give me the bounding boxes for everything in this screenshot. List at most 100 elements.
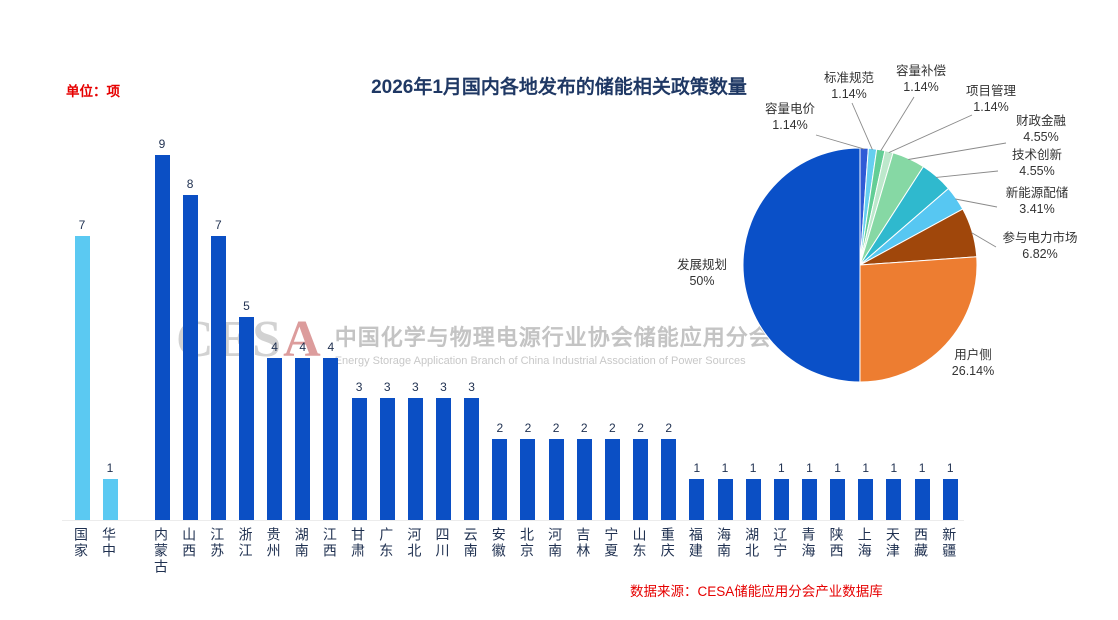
- bar: [548, 438, 564, 520]
- bar: [154, 154, 170, 520]
- bar: [886, 479, 902, 520]
- pie-svg: [742, 96, 1007, 383]
- bar: [661, 438, 677, 520]
- bar-category-label: 新疆: [941, 527, 958, 559]
- pie-label: 标准规范 1.14%: [823, 71, 874, 102]
- bar-value-label: 2: [496, 420, 504, 435]
- chart-title: 2026年1月国内各地发布的储能相关政策数量: [371, 77, 747, 98]
- bar-category-label: 河南: [547, 527, 564, 559]
- bar: [238, 317, 254, 520]
- bar-value-label: 2: [552, 420, 560, 435]
- bar: [102, 479, 118, 520]
- bar: [576, 438, 592, 520]
- bar: [210, 235, 226, 520]
- bar-category-label: 内蒙古: [153, 527, 169, 575]
- bar-category-label: 山东: [631, 527, 648, 559]
- bar-value-label: 1: [721, 461, 729, 476]
- bar: [436, 398, 451, 520]
- pie-label: 参与电力市场 6.82%: [1002, 231, 1078, 262]
- leader-line: [908, 142, 1007, 160]
- bar-category-label: 青海: [800, 527, 817, 559]
- leader-line: [888, 114, 973, 154]
- bar-value-label: 7: [78, 217, 86, 232]
- bar-category-label: 河北: [406, 527, 423, 559]
- unit-label: 单位：项: [66, 84, 120, 99]
- bar: [604, 438, 620, 520]
- bar-value-label: 1: [862, 461, 870, 476]
- pie-label: 财政金融 4.55%: [1015, 114, 1066, 145]
- bar: [858, 479, 874, 520]
- bar-category-label: 江西: [321, 527, 338, 559]
- bar-category-label: 云南: [462, 527, 479, 559]
- bar: [914, 479, 930, 520]
- bar-value-label: 1: [106, 461, 114, 476]
- bar-value-label: 1: [777, 461, 785, 476]
- bar-value-label: 1: [806, 461, 813, 476]
- bar-value-label: 2: [637, 420, 644, 435]
- bar: [520, 438, 536, 520]
- bar-category-label: 宁夏: [603, 527, 620, 559]
- bar: [633, 438, 649, 520]
- pie-label: 容量电价 1.14%: [764, 102, 815, 133]
- bar-value-label: 5: [243, 299, 250, 313]
- bar: [267, 357, 283, 520]
- bar-value-label: 1: [946, 461, 954, 476]
- bar-category-label: 西藏: [913, 527, 930, 559]
- bar-value-label: 3: [383, 380, 391, 395]
- bar: [295, 357, 311, 520]
- leader-line: [815, 134, 865, 150]
- bar: [689, 479, 705, 520]
- pie-slice: [742, 147, 861, 383]
- bar-category-label: 上海: [856, 527, 873, 559]
- bar-value-label: 1: [918, 461, 926, 476]
- bar-value-label: 3: [440, 380, 447, 395]
- bar-value-label: 2: [609, 420, 616, 435]
- bar: [773, 479, 789, 520]
- bar-value-label: 8: [186, 177, 194, 192]
- bar: [182, 195, 198, 520]
- bar-value-label: 4: [271, 339, 278, 354]
- x-axis-line: [62, 520, 964, 521]
- bar: [464, 398, 480, 520]
- bar-category-label: 贵州: [265, 527, 282, 559]
- bar: [351, 398, 367, 520]
- bar: [492, 438, 508, 520]
- bar-category-label: 国家: [73, 527, 89, 559]
- bar-category-label: 陕西: [828, 527, 845, 559]
- bar-category-label: 四川: [434, 527, 451, 559]
- leader-line: [971, 232, 997, 248]
- pie-label: 用户侧 26.14%: [951, 348, 995, 379]
- bar-category-label: 广东: [378, 527, 395, 559]
- leader-line: [955, 198, 998, 208]
- bar: [407, 398, 423, 520]
- bar-value-label: 4: [299, 339, 307, 354]
- bar-category-label: 江苏: [209, 527, 226, 559]
- bar-value-label: 2: [665, 420, 673, 435]
- pie-label: 容量补偿 1.14%: [895, 64, 946, 95]
- pie-label: 新能源配储 3.41%: [1005, 186, 1069, 217]
- pie-label: 发展规划 50%: [676, 258, 727, 289]
- bar-value-label: 2: [580, 420, 588, 435]
- bar: [942, 479, 958, 520]
- bar: [717, 479, 733, 520]
- bar-value-label: 3: [412, 380, 419, 395]
- bar-value-label: 7: [214, 217, 222, 232]
- bar-category-label: 重庆: [659, 527, 676, 559]
- bar-category-label: 山西: [181, 527, 198, 559]
- bar: [323, 357, 339, 520]
- bar-value-label: 1: [834, 461, 841, 476]
- bar-value-label: 4: [327, 339, 335, 354]
- data-source: 数据来源：CESA储能应用分会产业数据库: [630, 584, 883, 599]
- bar-category-label: 辽宁: [772, 527, 789, 559]
- bar-category-label: 湖南: [293, 527, 310, 559]
- bar-category-label: 北京: [518, 527, 535, 559]
- bar-category-label: 华中: [101, 527, 117, 559]
- bar-value-label: 3: [468, 380, 475, 395]
- bar-value-label: 2: [524, 420, 532, 435]
- bar-value-label: 1: [693, 461, 701, 476]
- bar-value-label: 1: [890, 461, 898, 476]
- leader-line: [880, 96, 915, 152]
- bar-category-label: 吉林: [575, 527, 592, 559]
